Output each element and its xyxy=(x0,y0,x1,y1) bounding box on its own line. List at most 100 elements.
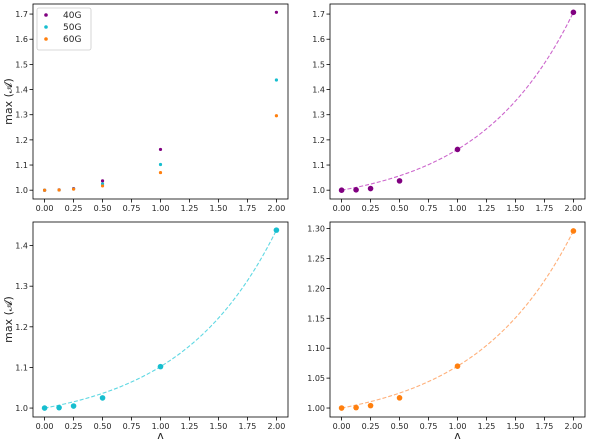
data-point xyxy=(56,404,62,411)
x-tick-label: 0.25 xyxy=(65,204,83,213)
data-point xyxy=(158,147,163,152)
x-axis-label: Λ xyxy=(454,431,462,439)
plot-frame xyxy=(329,3,586,200)
x-tick-label: 0.50 xyxy=(94,204,112,213)
y-tick-label: 1.2 xyxy=(312,136,325,145)
x-tick-label: 2.00 xyxy=(268,422,286,431)
data-point xyxy=(353,404,359,411)
y-tick-label: 1.4 xyxy=(15,242,28,251)
y-tick-label: 1.7 xyxy=(312,10,325,19)
y-axis-label: max (𝓐) xyxy=(2,78,15,125)
x-tick-label: 1.25 xyxy=(478,422,496,431)
y-tick-label: 1.5 xyxy=(312,60,325,69)
x-tick-label: 1.75 xyxy=(239,422,257,431)
data-point xyxy=(396,395,403,401)
data-point xyxy=(273,227,280,233)
y-tick-label: 1.0 xyxy=(15,404,28,413)
legend-marker xyxy=(44,25,48,29)
data-point xyxy=(274,114,279,118)
y-axis-label: max (𝓐) xyxy=(2,296,15,343)
legend-label: 60G xyxy=(63,35,81,45)
x-tick-label: 0.50 xyxy=(94,422,112,431)
x-tick-label: 0.75 xyxy=(420,422,438,431)
y-tick-label: 1.1 xyxy=(15,161,28,170)
data-point xyxy=(158,162,163,167)
y-tick-label: 1.1 xyxy=(15,363,28,372)
x-tick-label: 0.75 xyxy=(123,422,141,431)
x-tick-label: 0.25 xyxy=(362,422,380,431)
data-point xyxy=(70,403,77,409)
panel-bottom-left: 0.00 0.25 0.50 0.75 1.00 1.25 1.50 1.75 2.00 1.0 1… xyxy=(2,221,289,439)
y-tick-label: 1.7 xyxy=(15,10,28,19)
data-point xyxy=(158,170,163,175)
x-tick-label: 1.50 xyxy=(507,422,525,431)
y-tick-label: 1.6 xyxy=(15,35,28,44)
x-tick-label: 1.25 xyxy=(181,204,199,213)
legend-marker xyxy=(44,37,48,41)
x-tick-label: 1.00 xyxy=(449,204,467,213)
data-point xyxy=(454,146,461,153)
y-tick-label: 1.3 xyxy=(15,111,28,120)
y-tick-label: 1.4 xyxy=(312,86,325,95)
x-tick-label: 2.00 xyxy=(565,204,583,213)
y-tick-label: 1.05 xyxy=(307,374,325,383)
data-point xyxy=(570,228,577,234)
x-tick-label: 1.00 xyxy=(449,422,467,431)
y-tick-label: 1.2 xyxy=(15,136,28,145)
data-point xyxy=(338,187,345,193)
x-tick-label: 0.50 xyxy=(391,204,409,213)
y-tick-label: 1.0 xyxy=(15,186,28,195)
x-tick-label: 1.00 xyxy=(152,204,170,213)
data-point xyxy=(353,187,359,193)
legend-marker xyxy=(44,13,48,17)
y-tick-label: 1.4 xyxy=(15,86,28,95)
data-point xyxy=(99,395,106,401)
y-tick-label: 1.5 xyxy=(15,60,28,69)
data-point xyxy=(396,178,403,184)
data-point xyxy=(57,188,61,192)
x-tick-label: 1.75 xyxy=(536,204,554,213)
x-tick-label: 1.00 xyxy=(152,422,170,431)
x-axis-label: Λ xyxy=(157,431,165,439)
x-tick-label: 1.25 xyxy=(181,422,199,431)
x-tick-label: 0.00 xyxy=(36,204,54,213)
x-tick-label: 1.50 xyxy=(507,204,525,213)
panel-bottom-right: 0.00 0.25 0.50 0.75 1.00 1.25 1.50 1.75 2.00 1.00… xyxy=(307,221,586,439)
data-point xyxy=(100,184,105,188)
legend-label: 50G xyxy=(63,23,81,33)
data-point xyxy=(71,187,76,191)
data-point xyxy=(100,179,105,183)
x-tick-label: 0.25 xyxy=(65,422,83,431)
x-tick-label: 0.75 xyxy=(420,204,438,213)
plot-frame xyxy=(329,221,586,418)
x-tick-label: 2.00 xyxy=(268,204,286,213)
data-point xyxy=(367,185,374,192)
data-point xyxy=(274,78,279,82)
x-tick-label: 0.00 xyxy=(333,204,351,213)
data-point xyxy=(274,10,279,14)
x-tick-label: 0.00 xyxy=(36,422,54,431)
y-tick-label: 1.6 xyxy=(312,35,325,44)
y-tick-label: 1.10 xyxy=(307,344,325,353)
x-tick-label: 1.75 xyxy=(239,204,257,213)
x-tick-label: 1.25 xyxy=(478,204,496,213)
data-point xyxy=(42,188,47,192)
x-tick-label: 0.75 xyxy=(123,204,141,213)
x-tick-label: 1.75 xyxy=(536,422,554,431)
panel-top-left: 0.00 0.25 0.50 0.75 1.00 1.25 1.50 1.75 2.00 1.0 1… xyxy=(2,3,289,213)
y-tick-label: 1.2 xyxy=(15,323,28,332)
data-point xyxy=(570,9,577,16)
legend-box xyxy=(36,7,92,51)
data-point xyxy=(454,363,461,369)
plot-frame xyxy=(32,221,289,418)
data-point xyxy=(157,363,164,370)
y-tick-label: 1.3 xyxy=(15,282,28,291)
x-tick-label: 1.50 xyxy=(210,204,228,213)
panel-top-right: 0.00 0.25 0.50 0.75 1.00 1.25 1.50 1.75 2.00 1.0 1… xyxy=(312,3,586,213)
data-point xyxy=(367,402,374,409)
y-tick-label: 1.25 xyxy=(307,254,325,263)
y-tick-label: 1.0 xyxy=(312,186,325,195)
legend-label: 40G xyxy=(63,11,81,21)
y-tick-label: 1.15 xyxy=(307,314,325,323)
x-tick-label: 0.50 xyxy=(391,422,409,431)
